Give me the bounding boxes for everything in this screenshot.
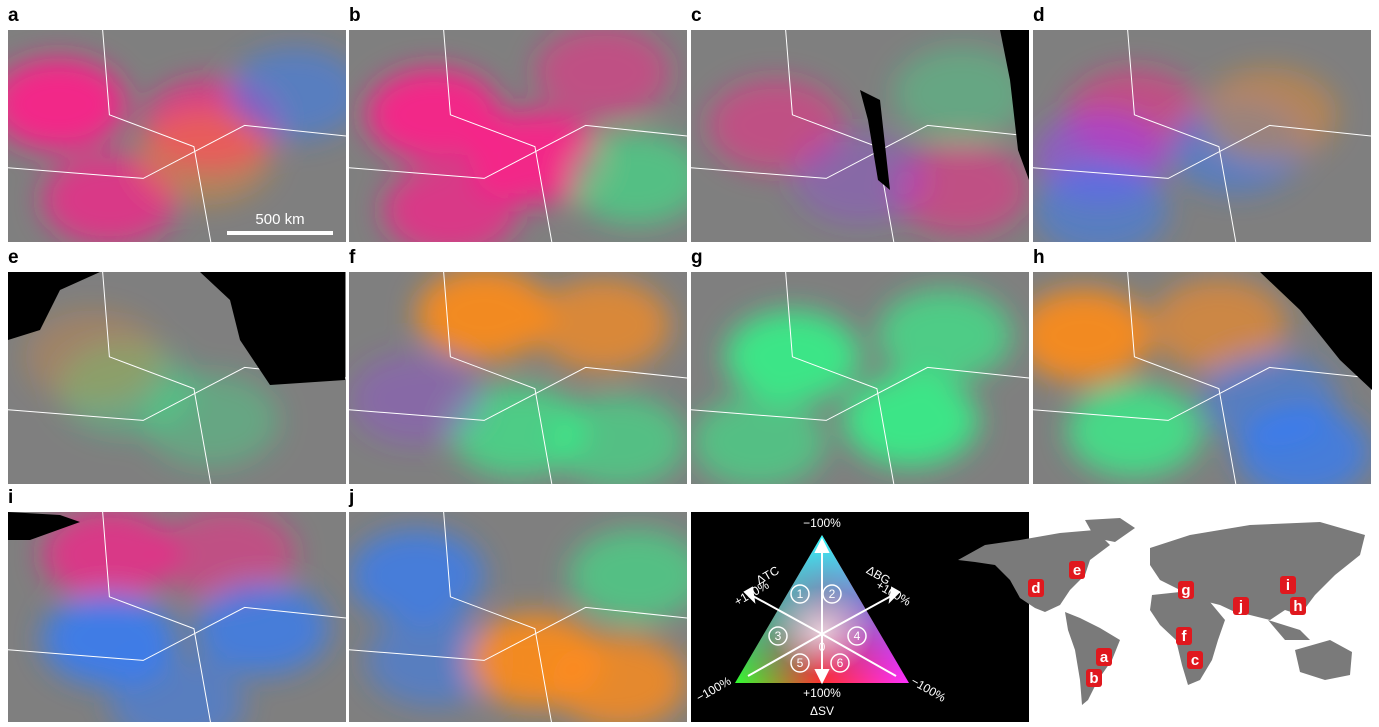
color-patch	[1236, 406, 1371, 499]
map-image	[1033, 30, 1371, 257]
legend-bottom-value: +100%	[803, 686, 841, 700]
marker-label: c	[1191, 652, 1199, 669]
legend-bottom-axis: ΔSV	[810, 704, 834, 718]
map-image	[691, 30, 1029, 242]
panel-label: f	[349, 247, 356, 268]
marker-label: d	[1031, 580, 1040, 597]
marker-label: a	[1100, 649, 1109, 666]
panel-label: i	[8, 487, 13, 508]
color-legend: 123456 −100% ΔTC +100% ΔBG +100% −100% −…	[691, 512, 1029, 722]
color-patch	[792, 132, 927, 225]
color-patch	[383, 164, 518, 257]
color-patch	[1033, 164, 1168, 257]
sector-number: 4	[854, 629, 861, 643]
color-patch	[843, 374, 978, 467]
map-image	[0, 30, 363, 246]
color-patch	[349, 353, 484, 446]
sector-number: 5	[797, 656, 804, 670]
scale-bar-label: 500 km	[255, 211, 304, 228]
color-patch	[552, 395, 687, 488]
map-image	[349, 268, 687, 488]
color-patch	[1202, 68, 1337, 161]
color-patch	[349, 529, 484, 622]
legend-top: −100%	[803, 516, 841, 530]
color-patch	[1016, 289, 1151, 382]
color-patch	[569, 132, 704, 225]
panel-label: h	[1033, 247, 1045, 268]
marker-label: g	[1181, 582, 1190, 599]
sector-number: 1	[797, 587, 804, 601]
color-patch	[535, 26, 670, 119]
color-patch	[143, 374, 278, 467]
color-patch	[136, 111, 271, 204]
marker-label: i	[1286, 577, 1290, 594]
marker-label: j	[1238, 598, 1243, 615]
panel-label: a	[8, 5, 19, 26]
panel-label: c	[691, 5, 702, 26]
sector-number: 3	[775, 629, 782, 643]
marker-label: e	[1073, 562, 1081, 579]
color-patch	[1067, 384, 1202, 477]
panel-label: g	[691, 247, 703, 268]
panel-label: e	[8, 247, 19, 268]
map-image	[8, 508, 346, 722]
color-patch	[691, 395, 826, 488]
color-patch	[877, 289, 1012, 382]
map-image	[691, 272, 1029, 488]
sector-number: 2	[829, 587, 836, 601]
legend-center: 0	[819, 640, 826, 654]
marker-label: b	[1089, 670, 1098, 687]
figure: abcdefghij500 km 123456 −100% ΔTC +100% …	[0, 0, 1379, 722]
color-patch	[194, 582, 329, 675]
map-image	[349, 26, 704, 257]
panel-label: b	[349, 5, 361, 26]
sector-number: 6	[837, 656, 844, 670]
panel-label: j	[348, 487, 354, 508]
map-image	[349, 512, 704, 722]
color-patch	[417, 268, 552, 361]
color-patch	[25, 310, 160, 403]
color-patch	[535, 278, 670, 371]
panel-label: d	[1033, 5, 1045, 26]
marker-label: h	[1293, 598, 1302, 615]
